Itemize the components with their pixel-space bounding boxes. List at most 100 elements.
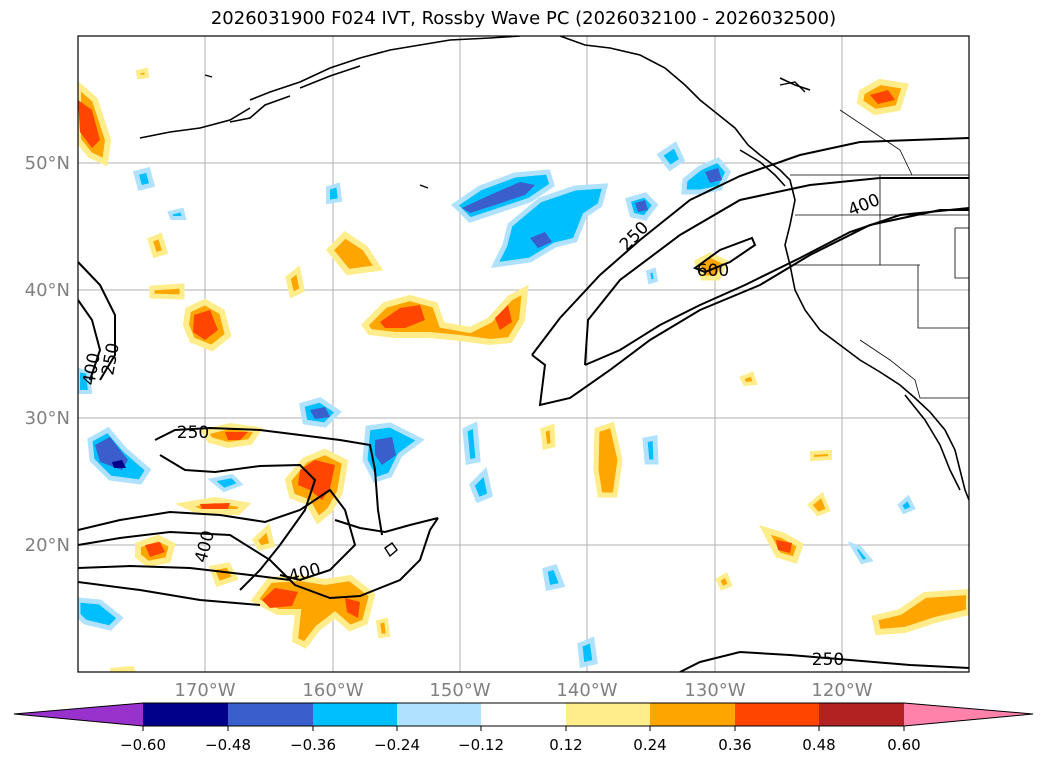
pos-blob — [739, 371, 758, 387]
pos-blob — [776, 540, 792, 553]
pos-blob — [715, 572, 733, 591]
lat-tick-label: 40°N — [25, 280, 70, 301]
pos-blob — [593, 421, 623, 498]
colorbar-tick-label: 0.36 — [718, 736, 751, 754]
gridlines — [78, 36, 969, 672]
neg-blob — [207, 473, 244, 493]
neg-blob — [542, 563, 566, 591]
lat-tick-label: 50°N — [25, 153, 70, 174]
neg-blob — [681, 156, 731, 195]
coastlines — [139, 36, 969, 501]
latitude-ticks: 50°N 40°N 30°N 20°N — [25, 153, 70, 556]
neg-blob — [462, 421, 481, 465]
neg-blob — [167, 207, 187, 220]
contour-label: 250 — [177, 423, 209, 443]
colorbar-bin — [397, 703, 481, 726]
colorbar-tick-label: −0.36 — [290, 736, 336, 754]
lat-tick-label: 20°N — [25, 535, 70, 556]
colorbar: −0.60 −0.48 −0.36 −0.24 −0.12 0.12 0.24 … — [13, 702, 1034, 754]
lon-tick-label: 130°W — [684, 680, 745, 701]
neg-blob — [577, 636, 598, 669]
negative-anomaly-regions — [78, 141, 916, 669]
colorbar-extend-min — [14, 703, 143, 726]
neg-blob — [635, 200, 648, 212]
pos-blob — [251, 523, 275, 551]
neg-blob — [132, 166, 156, 192]
islands — [204, 74, 806, 558]
pos-blob — [208, 562, 239, 588]
lon-tick-label: 120°W — [811, 680, 872, 701]
colorbar-bin — [566, 703, 650, 726]
pos-blob — [807, 491, 831, 517]
ivt-contours — [78, 137, 969, 672]
neg-blob — [656, 141, 686, 172]
pos-blob — [285, 265, 305, 299]
pos-blob — [325, 231, 384, 276]
neg-blob — [310, 407, 330, 419]
pos-blob — [871, 588, 969, 636]
pos-blob — [375, 617, 391, 639]
map-panel — [78, 36, 969, 672]
colorbar-bin — [313, 703, 397, 726]
pos-blob — [361, 284, 529, 346]
colorbar-tick-label: −0.24 — [374, 736, 420, 754]
lon-tick-label: 140°W — [556, 680, 617, 701]
neg-blob — [78, 367, 93, 394]
map-frame — [77, 35, 970, 673]
colorbar-bin — [735, 703, 819, 726]
pos-blob — [495, 305, 512, 330]
pos-blob — [193, 310, 218, 340]
pos-blob — [345, 598, 360, 618]
neg-blob — [642, 434, 659, 465]
colorbar-tick-label: 0.12 — [549, 736, 582, 754]
longitude-ticks: 170°W 160°W 150°W 140°W 130°W 120°W — [174, 680, 872, 701]
colorbar-tick-label: −0.60 — [120, 736, 166, 754]
political-borders — [790, 109, 969, 399]
pos-blob — [110, 665, 137, 672]
pos-blob — [540, 423, 556, 451]
colorbar-bin — [143, 703, 228, 726]
neg-blob — [462, 182, 535, 213]
pos-blob — [145, 542, 165, 557]
contour-label: 600 — [697, 261, 729, 281]
colorbar-bin — [481, 703, 566, 726]
pos-blob — [870, 90, 895, 104]
colorbar-bin — [228, 703, 313, 726]
neg-blob — [375, 437, 396, 465]
neg-blob — [469, 466, 493, 504]
pos-blob — [810, 449, 832, 462]
neg-blob — [645, 267, 659, 285]
neg-blob — [530, 232, 552, 248]
colorbar-bin — [650, 703, 735, 726]
contour-label: 250 — [812, 650, 844, 670]
colorbar-tick-label: −0.12 — [458, 736, 504, 754]
neg-blob — [490, 183, 609, 269]
pos-blob — [380, 305, 425, 328]
colorbar-extend-max — [904, 703, 1033, 726]
pos-blob — [78, 100, 100, 148]
lon-tick-label: 170°W — [174, 680, 235, 701]
lat-tick-label: 30°N — [25, 408, 70, 429]
neg-blob — [847, 541, 874, 565]
colorbar-bin — [819, 703, 904, 726]
neg-blob — [78, 597, 124, 631]
pos-blob — [298, 460, 335, 500]
pos-blob — [225, 432, 248, 440]
colorbar-tick-label: 0.24 — [633, 736, 666, 754]
neg-blob — [897, 494, 916, 515]
pos-blob — [262, 588, 298, 608]
pos-blob — [149, 283, 185, 300]
pos-blob — [146, 232, 169, 259]
pos-blob — [135, 67, 150, 80]
map-title: 2026031900 F024 IVT, Rossby Wave PC (202… — [210, 8, 837, 29]
colorbar-tick-label: 0.60 — [887, 736, 920, 754]
lon-tick-label: 160°W — [302, 680, 363, 701]
lon-tick-label: 150°W — [429, 680, 490, 701]
neg-blob — [112, 460, 126, 468]
neg-blob — [705, 168, 722, 183]
pos-blob — [200, 503, 230, 509]
colorbar-tick-label: 0.48 — [802, 736, 835, 754]
colorbar-tick-label: −0.48 — [205, 736, 251, 754]
neg-blob — [326, 182, 343, 205]
